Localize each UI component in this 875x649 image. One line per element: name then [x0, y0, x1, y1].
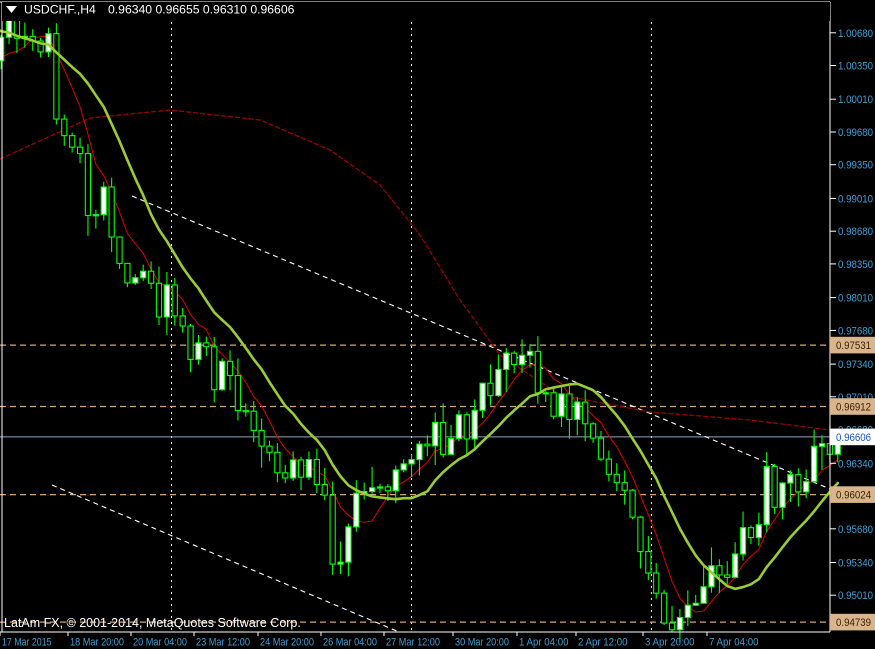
svg-text:1.00350: 1.00350 [838, 61, 873, 73]
svg-text:7 Apr 04:00: 7 Apr 04:00 [709, 636, 759, 648]
svg-text:0.98010: 0.98010 [838, 293, 873, 305]
svg-text:1 Apr 04:00: 1 Apr 04:00 [519, 636, 569, 648]
svg-text:27 Mar 12:00: 27 Mar 12:00 [386, 636, 440, 648]
svg-text:0.98680: 0.98680 [838, 226, 873, 238]
svg-text:1.00010: 1.00010 [838, 94, 873, 106]
svg-text:3 Apr 20:00: 3 Apr 20:00 [645, 636, 695, 648]
svg-text:0.95010: 0.95010 [838, 590, 873, 602]
svg-text:2 Apr 12:00: 2 Apr 12:00 [578, 636, 628, 648]
svg-text:0.99680: 0.99680 [838, 127, 873, 139]
svg-text:0.96912: 0.96912 [836, 402, 871, 414]
svg-text:1.00680: 1.00680 [838, 28, 873, 40]
svg-text:0.97531: 0.97531 [836, 340, 871, 352]
svg-text:30 Mar 20:00: 30 Mar 20:00 [455, 636, 509, 648]
svg-text:0.95340: 0.95340 [838, 558, 873, 570]
svg-text:USDCHF.,H4: USDCHF.,H4 [24, 3, 96, 17]
svg-text:0.96340: 0.96340 [838, 458, 873, 470]
svg-text:0.98350: 0.98350 [838, 259, 873, 271]
svg-text:23 Mar 12:00: 23 Mar 12:00 [196, 636, 250, 648]
svg-text:24 Mar 20:00: 24 Mar 20:00 [260, 636, 314, 648]
svg-text:0.96024: 0.96024 [836, 490, 871, 502]
svg-text:0.96606: 0.96606 [836, 432, 871, 444]
svg-text:17 Mar 2015: 17 Mar 2015 [2, 636, 52, 648]
svg-text:0.97680: 0.97680 [838, 325, 873, 337]
svg-text:20 Mar 04:00: 20 Mar 04:00 [133, 636, 187, 648]
svg-text:0.95680: 0.95680 [838, 524, 873, 536]
svg-text:0.99010: 0.99010 [838, 193, 873, 205]
svg-text:0.94739: 0.94739 [836, 617, 871, 629]
svg-text:0.96340 0.96655 0.96310 0.9660: 0.96340 0.96655 0.96310 0.96606 [108, 3, 295, 17]
svg-text:LatAm FX, © 2001-2014, MetaQuo: LatAm FX, © 2001-2014, MetaQuotes Softwa… [4, 616, 301, 630]
svg-text:18 Mar 20:00: 18 Mar 20:00 [70, 636, 124, 648]
svg-text:26 Mar 04:00: 26 Mar 04:00 [323, 636, 377, 648]
svg-text:0.99350: 0.99350 [838, 160, 873, 172]
svg-text:0.97340: 0.97340 [838, 359, 873, 371]
